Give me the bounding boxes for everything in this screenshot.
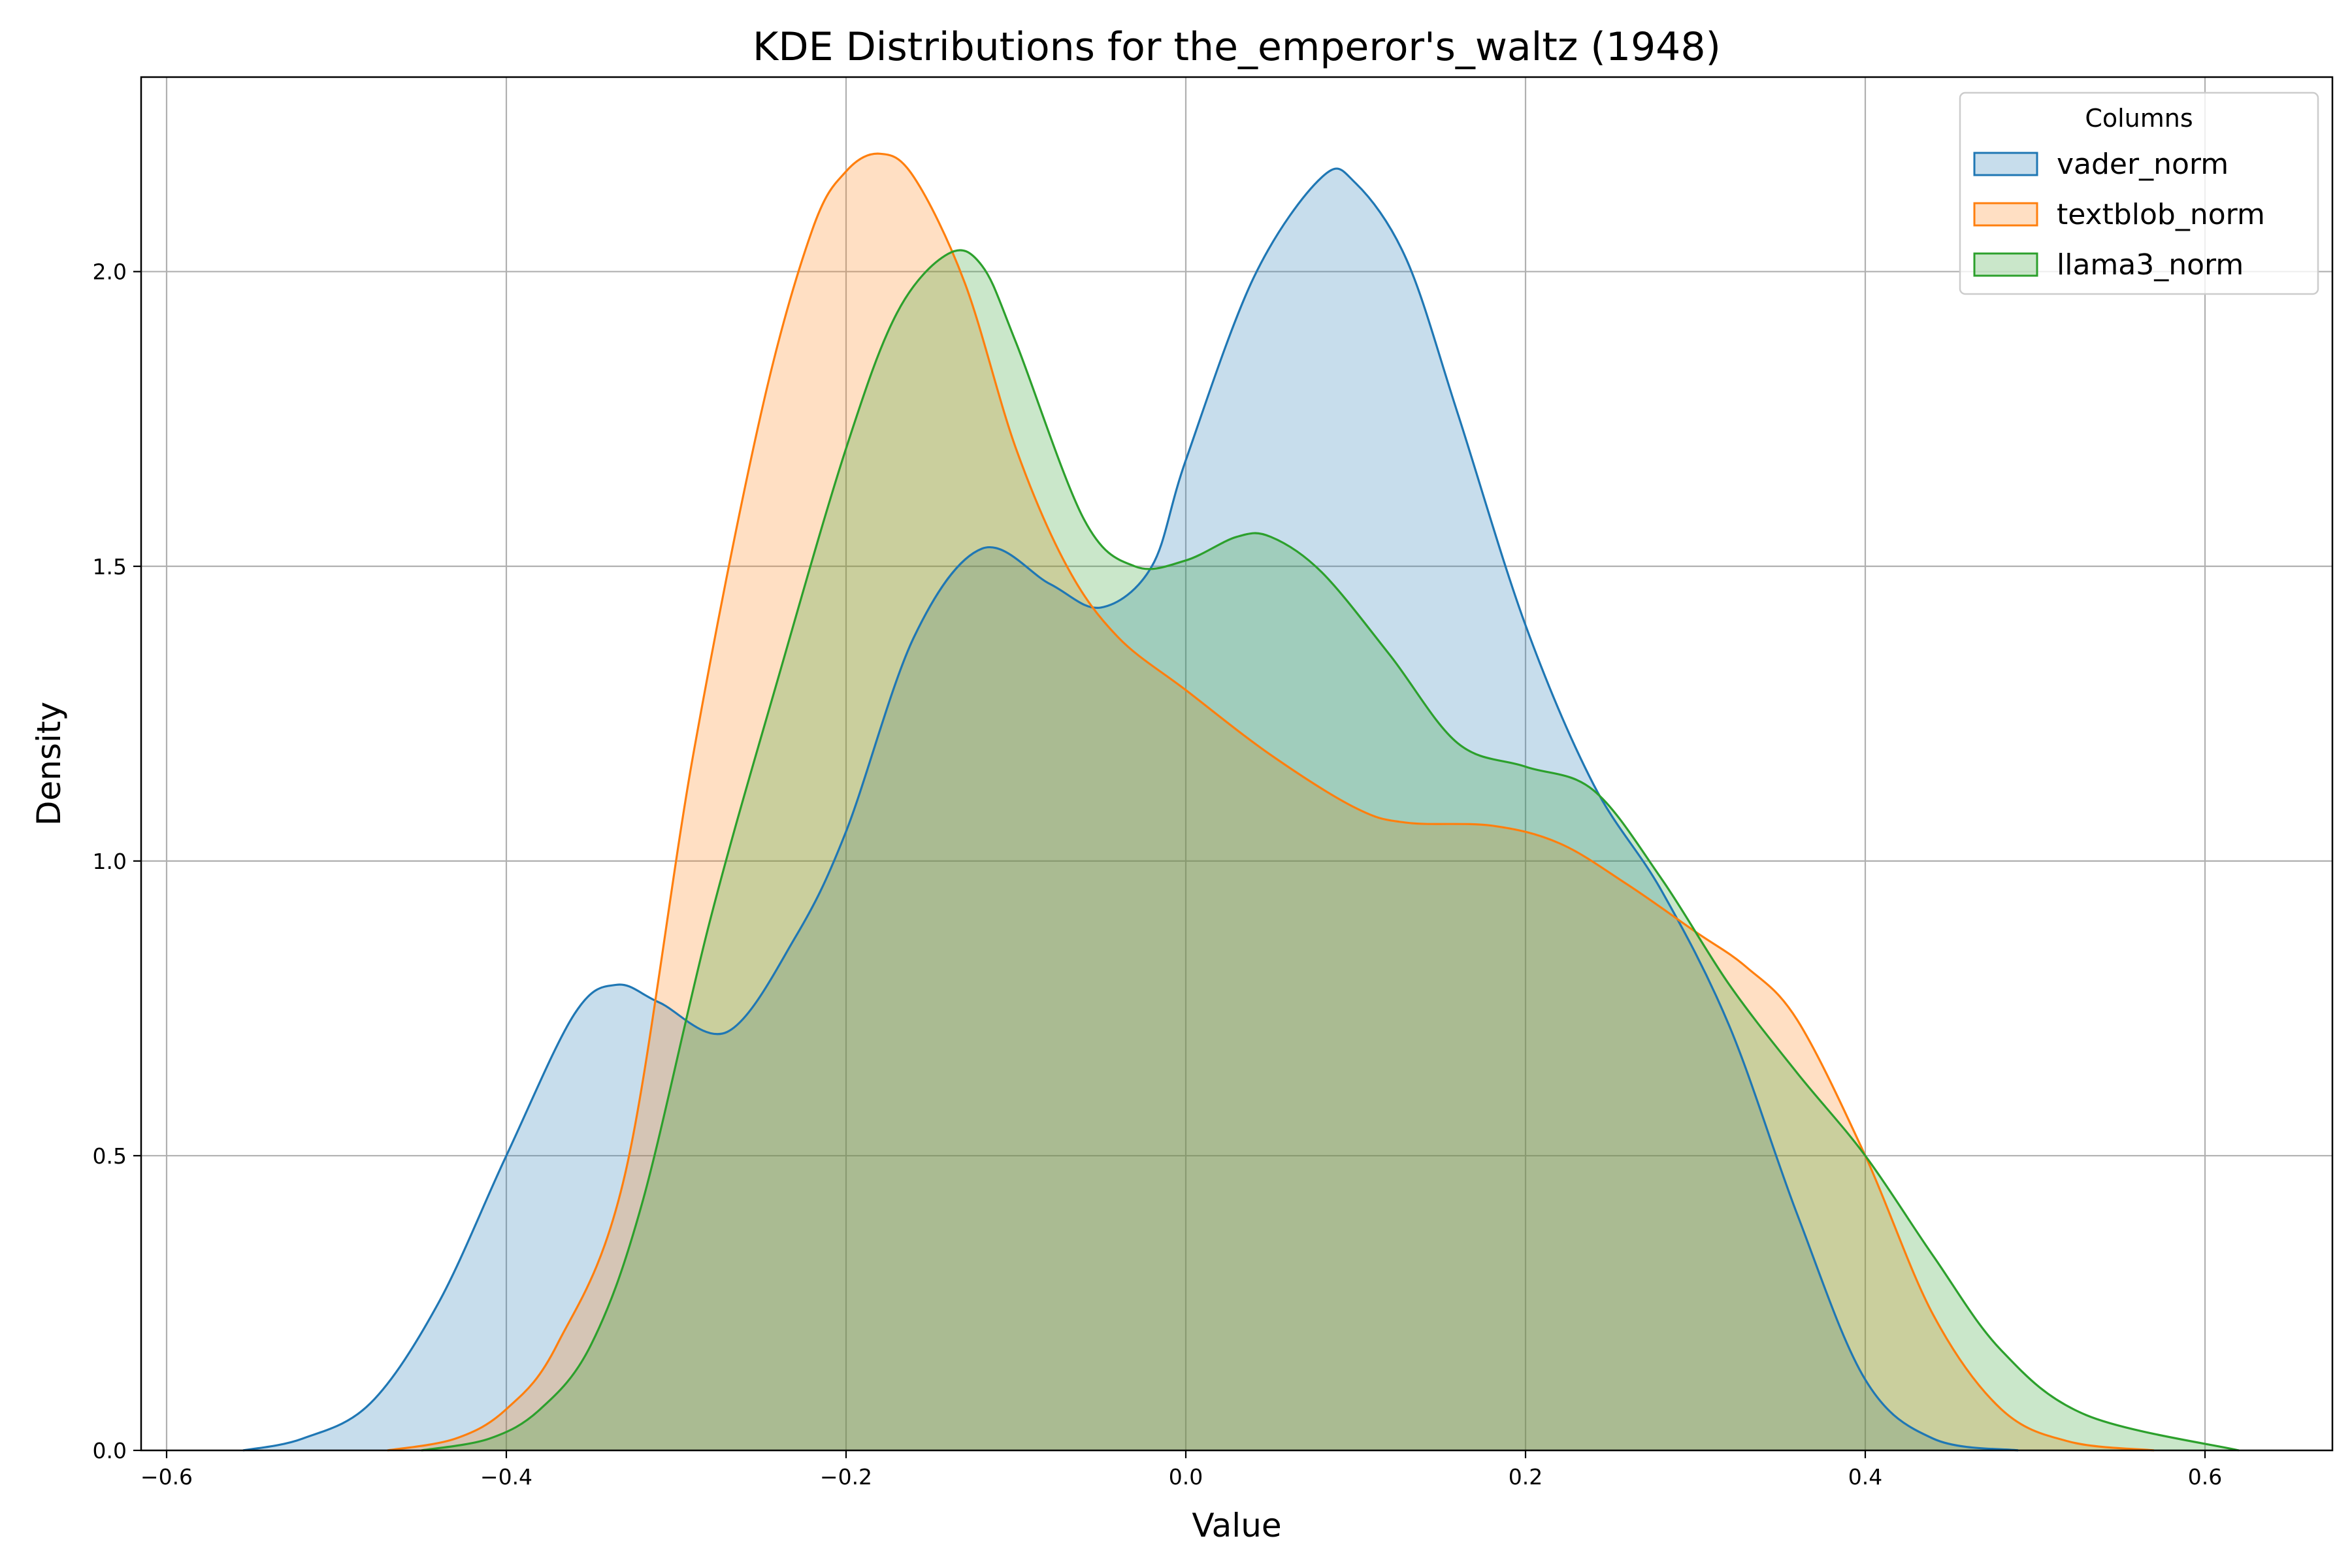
x-tick-label: 0.2 — [1509, 1464, 1543, 1490]
series-fill-textblob_norm — [387, 154, 2154, 1450]
legend-swatch-vader_norm — [1973, 152, 2038, 176]
y-tick-label: 0.0 — [93, 1438, 127, 1463]
legend-swatch-llama3_norm — [1973, 252, 2038, 277]
series-fill-llama3_norm — [421, 250, 2239, 1451]
legend-swatch-textblob_norm — [1973, 202, 2038, 227]
series-line-llama3_norm — [421, 249, 2240, 1452]
series-line-textblob_norm — [387, 152, 2155, 1452]
x-axis-ticks: −0.6 −0.4 −0.2 0.0 0.2 0.4 0.6 — [140, 1450, 2222, 1490]
legend-title: Columns — [2085, 104, 2193, 133]
legend: Columns vader_norm textblob_norm llama3_no… — [1959, 91, 2319, 295]
series-fills — [243, 154, 2239, 1451]
chart-title: KDE Distributions for the_emperor's_walt… — [753, 24, 1721, 70]
y-tick-label: 1.5 — [93, 554, 127, 580]
x-tick-label: −0.2 — [820, 1464, 872, 1490]
y-axis-ticks: 0.0 0.5 1.0 1.5 2.0 — [93, 259, 141, 1463]
legend-label-llama3_norm: llama3_norm — [2057, 248, 2244, 282]
legend-items: vader_norm textblob_norm llama3_norm — [1973, 148, 2265, 282]
x-tick-label: −0.4 — [480, 1464, 532, 1490]
y-tick-label: 1.0 — [93, 849, 127, 874]
y-axis-title: Density — [30, 702, 68, 826]
series-fill-vader_norm — [243, 169, 2018, 1450]
x-tick-label: 0.6 — [2188, 1464, 2222, 1490]
x-tick-label: 0.0 — [1169, 1464, 1203, 1490]
x-tick-label: −0.6 — [140, 1464, 193, 1490]
series-lines — [242, 152, 2240, 1452]
legend-box — [1959, 91, 2319, 295]
x-tick-label: 0.4 — [1848, 1464, 1882, 1490]
legend-label-textblob_norm: textblob_norm — [2057, 198, 2265, 231]
grid — [141, 77, 2332, 1452]
y-tick-label: 0.5 — [93, 1143, 127, 1169]
series-line-vader_norm — [242, 167, 2019, 1452]
y-tick-label: 2.0 — [93, 259, 127, 285]
x-axis-title: Value — [1192, 1507, 1281, 1544]
legend-label-vader_norm: vader_norm — [2057, 148, 2229, 181]
plot-frame — [140, 76, 2334, 1452]
